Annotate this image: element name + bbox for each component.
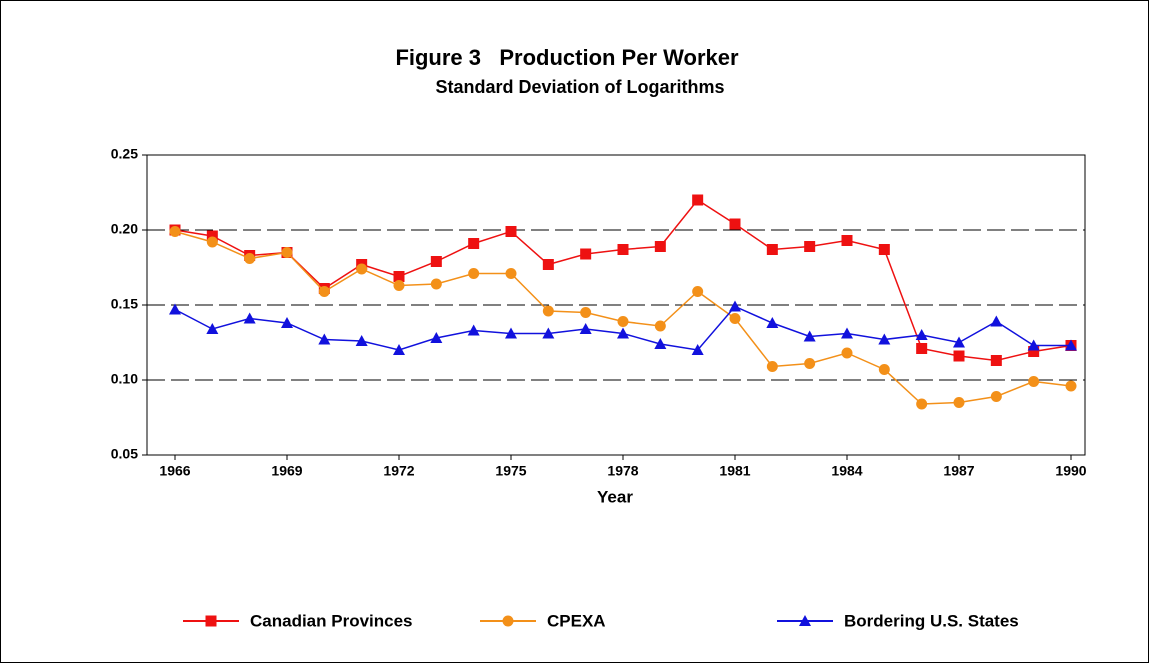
marker [393,344,405,355]
x-axis-label: Year [597,487,633,506]
marker [468,238,480,249]
marker [1065,339,1077,351]
marker [691,344,704,355]
marker [654,320,666,332]
y-tick-label: 0.05 [111,446,138,462]
marker [766,317,779,328]
marker [878,244,890,255]
marker [878,333,891,345]
x-tick-label: 1972 [383,463,414,479]
marker [729,300,741,312]
marker [579,323,592,334]
marker [468,268,480,279]
marker [990,315,1003,327]
marker [878,364,890,375]
marker [580,248,592,260]
marker [617,327,629,339]
marker [281,317,293,328]
y-tick-label: 0.10 [111,371,138,387]
marker [430,256,442,267]
marker [542,259,554,270]
marker [953,350,965,362]
marker [430,278,442,290]
marker [841,347,853,359]
marker [729,218,741,230]
marker [356,263,368,275]
marker [953,336,965,348]
marker [505,327,517,339]
marker [244,253,256,264]
marker [169,303,181,315]
marker [281,247,293,258]
marker [804,358,816,369]
marker [393,271,405,282]
marker [505,268,517,279]
marker [505,226,517,237]
marker [318,333,331,345]
x-tick-label: 1984 [831,463,862,479]
marker [206,236,218,248]
legend-label: Canadian Provinces [250,611,413,630]
marker [1065,380,1077,392]
marker [169,226,181,237]
marker [580,307,592,318]
x-tick-label: 1981 [719,463,750,479]
marker [542,305,554,317]
marker [916,343,928,354]
plot-area [146,154,1086,456]
y-tick-label: 0.15 [111,296,138,312]
marker [766,244,778,255]
marker [692,286,704,297]
marker [206,230,218,242]
marker [1028,346,1040,357]
chart-title: Figure 3 Production Per Worker [395,45,739,70]
marker [206,323,219,334]
marker [243,312,256,324]
marker [617,244,629,255]
marker [430,332,443,343]
marker [318,286,330,297]
marker [692,194,704,206]
marker [1028,376,1040,387]
y-tick-label: 0.20 [111,221,138,237]
marker [915,329,928,340]
marker [355,335,368,346]
legend-label: Bordering U.S. States [844,611,1019,630]
legend-label: CPEXA [547,611,606,630]
marker [654,241,666,252]
x-tick-label: 1975 [495,463,526,479]
marker [803,330,816,342]
marker [393,280,405,291]
x-tick-label: 1978 [607,463,638,479]
x-tick-label: 1987 [943,463,974,479]
marker [205,615,217,627]
marker [1027,339,1040,351]
marker [729,313,741,324]
marker [990,355,1002,366]
marker [953,397,965,408]
marker [617,316,629,327]
marker [502,615,514,627]
marker [799,615,811,626]
x-tick-label: 1990 [1055,463,1086,479]
marker [841,327,853,339]
marker [841,235,853,246]
marker [766,361,778,372]
marker [542,327,555,339]
marker [916,398,928,410]
y-tick-label: 0.25 [111,146,138,162]
marker [467,324,480,336]
marker [654,338,667,349]
marker [804,241,816,252]
marker [990,391,1002,402]
x-tick-label: 1966 [159,463,190,479]
x-tick-label: 1969 [271,463,302,479]
chart-subtitle: Standard Deviation of Logarithms [435,77,724,97]
